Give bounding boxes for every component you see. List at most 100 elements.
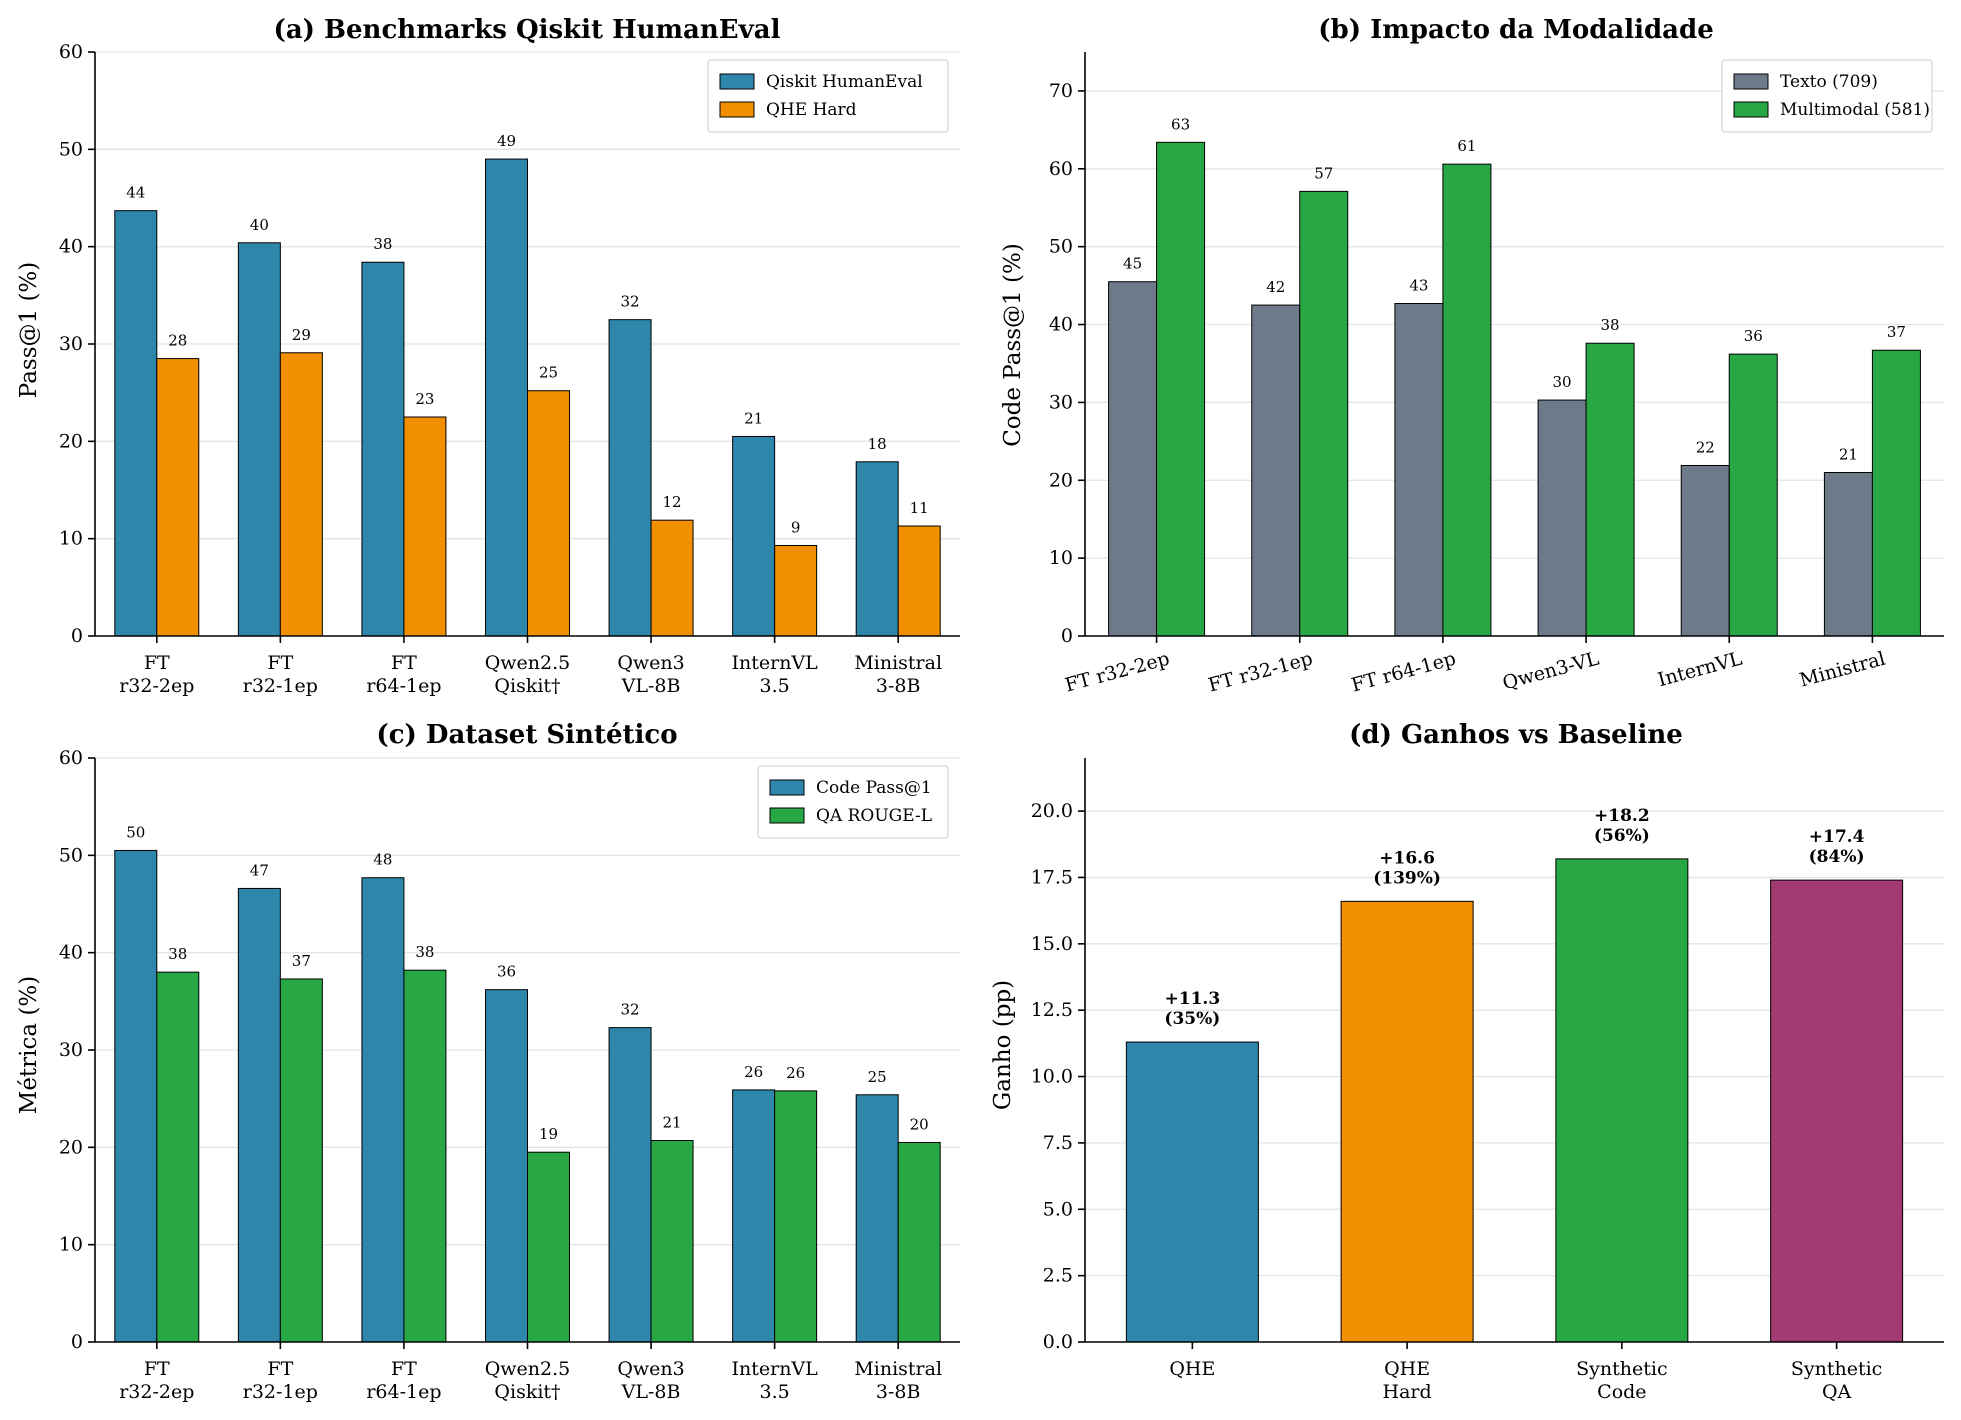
panel-d-title: (d) Ganhos vs Baseline [1349, 720, 1683, 750]
y-tick-label: 17.5 [1031, 866, 1073, 888]
panel-c-title: (c) Dataset Sintético [376, 720, 677, 750]
y-tick-label: 20 [59, 1136, 83, 1158]
bar-value-label: 40 [250, 216, 269, 234]
y-tick-label: 30 [1049, 391, 1073, 413]
x-tick-label: FT r32-2ep [119, 1358, 194, 1403]
x-tick-label: Synthetic QA [1791, 1358, 1882, 1403]
legend-swatch [719, 73, 755, 90]
legend-swatch [769, 807, 805, 824]
bar [774, 1090, 818, 1343]
bar [1442, 163, 1492, 637]
bar-value-label: 49 [497, 132, 516, 150]
x-tick-label: FT r32-2ep [119, 652, 194, 697]
bar [484, 158, 528, 637]
y-tick-label: 60 [59, 41, 83, 63]
bar-value-label: 18 [868, 435, 887, 453]
bar-value-label: 63 [1171, 115, 1190, 133]
bar-value-label: 42 [1266, 278, 1285, 296]
y-tick-label: 40 [59, 942, 83, 964]
bar [650, 519, 694, 637]
bar [1823, 471, 1873, 637]
x-tick-label: Ministral 3-8B [854, 1358, 942, 1403]
bar-value-label: +17.4 (84%) [1809, 827, 1865, 867]
x-tick-label: Ministral 3-8B [854, 652, 942, 697]
bar [403, 416, 447, 637]
panel-ganhos: (d) Ganhos vs Baseline Ganho (pp) 0.0 2.5… [990, 720, 1944, 1403]
bar [650, 1140, 694, 1343]
bar-value-label: 26 [744, 1063, 763, 1081]
bar-value-label: +16.6 (139%) [1373, 848, 1441, 888]
bar [279, 978, 323, 1343]
bar [114, 210, 158, 637]
bar-value-label: 38 [373, 235, 392, 253]
x-tick-label: Qwen3 VL-8B [617, 652, 684, 697]
bar-value-label: 26 [786, 1064, 805, 1082]
y-tick-label: 0.0 [1043, 1331, 1073, 1353]
panel-a-title: (a) Benchmarks Qiskit HumanEval [274, 15, 781, 45]
y-tick-label: 30 [59, 1039, 83, 1061]
bar [156, 971, 200, 1343]
bar [1680, 464, 1730, 637]
panel-modalidade: (b) Impacto da Modalidade Code Pass@1 (%… [1000, 15, 1944, 697]
bar [1251, 304, 1301, 637]
x-tick-label: Synthetic Code [1576, 1358, 1667, 1403]
bar [361, 877, 405, 1343]
legend-label: QA ROUGE-L [816, 806, 932, 826]
bar [1770, 879, 1904, 1343]
bar-value-label: 29 [292, 326, 311, 344]
bar-value-label: 28 [168, 332, 187, 350]
x-tick-label: Qwen3 VL-8B [617, 1358, 684, 1403]
bar-value-label: 23 [415, 390, 434, 408]
bar-value-label: 50 [126, 823, 145, 841]
y-tick-label: 10 [59, 1234, 83, 1256]
legend-label: Texto (709) [1780, 72, 1878, 92]
panel-b-ylabel: Code Pass@1 (%) [1000, 243, 1026, 447]
y-tick-label: 10 [59, 528, 83, 550]
bar [897, 525, 941, 637]
bar [1394, 303, 1444, 637]
bar [1340, 900, 1474, 1343]
x-tick-label: QHE Hard [1383, 1358, 1432, 1403]
y-tick-label: 50 [59, 138, 83, 160]
panel-benchmarks: (a) Benchmarks Qiskit HumanEval Pass@1 (… [16, 15, 960, 697]
y-tick-label: 60 [59, 747, 83, 769]
bar [1156, 141, 1206, 637]
x-tick-label: FT r32-2ep [1063, 648, 1172, 697]
bar [897, 1141, 941, 1343]
y-tick-label: 5.0 [1043, 1198, 1073, 1220]
bar-value-label: 11 [910, 499, 929, 517]
legend-swatch [1733, 101, 1769, 118]
y-tick-label: 20 [59, 430, 83, 452]
bar-value-label: 19 [539, 1125, 558, 1143]
bar-value-label: 61 [1457, 137, 1476, 155]
y-tick-label: 40 [1049, 314, 1073, 336]
panel-b-title: (b) Impacto da Modalidade [1318, 15, 1714, 45]
x-tick-label: FT r32-1ep [243, 652, 318, 697]
bar [608, 319, 652, 637]
y-tick-label: 2.5 [1043, 1265, 1073, 1287]
bar [1108, 281, 1158, 637]
panel-a-ylabel: Pass@1 (%) [16, 262, 42, 399]
bar-value-label: 38 [1601, 316, 1620, 334]
bar [1299, 190, 1349, 637]
bar [484, 989, 528, 1343]
bar-value-label: 12 [663, 493, 682, 511]
bar-value-label: 36 [497, 963, 516, 981]
y-tick-label: 40 [59, 236, 83, 258]
y-tick-label: 7.5 [1043, 1132, 1073, 1154]
x-tick-label: InternVL [1655, 647, 1744, 691]
y-tick-label: 50 [1049, 236, 1073, 258]
y-tick-label: 20 [1049, 469, 1073, 491]
x-tick-label: FT r64-1ep [366, 1358, 441, 1403]
bar [1585, 342, 1635, 637]
legend-label: Qiskit HumanEval [766, 72, 923, 92]
x-tick-label: Qwen3-VL [1500, 647, 1601, 694]
x-tick-label: FT r64-1ep [366, 652, 441, 697]
legend-swatch [1733, 73, 1769, 90]
bar [774, 544, 818, 637]
bar [237, 242, 281, 637]
bar-value-label: 32 [621, 293, 640, 311]
bar [279, 352, 323, 637]
legend-swatch [769, 779, 805, 796]
y-tick-label: 10.0 [1031, 1066, 1073, 1088]
